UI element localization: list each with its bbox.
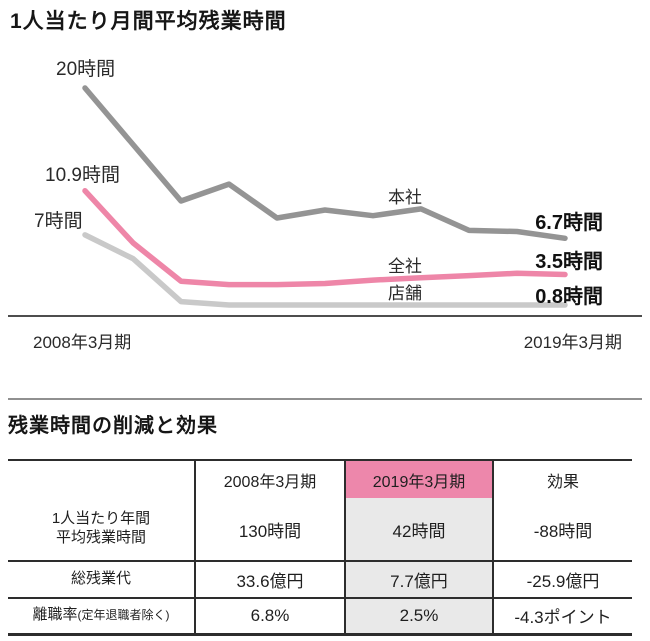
zensha-end-value-label: 3.5時間 [535,251,603,273]
x-axis-end-label: 2019年3月期 [523,333,622,352]
series-line-本社 [82,85,568,242]
table-header-row: 2008年3月期 2019年3月期 効果 [8,460,632,498]
row-label-line2: 平均残業時間 [55,529,146,546]
honsha-start-value-label: 20時間 [56,59,116,80]
turnover-rate-effect: -4.3ポイント [492,598,632,634]
total-overtime-pay-effect: -25.9億円 [492,561,632,598]
annual-overtime-2019: 42時間 [344,498,493,561]
turnover-rate-2008: 6.8% [194,598,345,634]
zensha-start-value-label: 10.9時間 [45,165,120,186]
series-line-店舗 [82,232,568,308]
chart-series-lines [82,85,568,308]
honsha-series-label: 本社 [388,188,422,207]
zensha-series-label: 全社 [388,257,422,276]
series-line-全社 [82,188,568,288]
row-label-line1: 1人当たり年間 [51,510,151,528]
tenpo-end-value-label: 0.8時間 [535,286,603,308]
effects-table: 2008年3月期 2019年3月期 効果 1人当たり年間 平均残業時間 130時… [8,459,632,636]
line-chart-canvas [8,85,642,317]
section-divider [8,398,642,400]
tenpo-series-label: 店舗 [388,284,422,303]
row-label-annual-overtime: 1人当たり年間 平均残業時間 [8,498,195,561]
header-effect-cell: 効果 [492,460,632,498]
annual-overtime-2008: 130時間 [194,498,345,561]
honsha-end-value-label: 6.7時間 [535,212,603,234]
header-2008-cell: 2008年3月期 [194,460,345,498]
table-row-annual-overtime: 1人当たり年間 平均残業時間 130時間 42時間 -88時間 [8,498,632,561]
table-row-turnover-rate: 離職率(定年退職者除く) 6.8% 2.5% -4.3ポイント [8,598,632,634]
table-row-total-overtime-pay: 総残業代 33.6億円 7.7億円 -25.9億円 [8,561,632,598]
x-axis-start-label: 2008年3月期 [33,333,132,352]
chart-title: 1人当たり月間平均残業時間 [10,10,287,33]
turnover-label-sub: (定年退職者除く) [77,608,170,623]
annual-overtime-effect: -88時間 [492,498,632,561]
header-empty-cell [8,460,195,498]
table-title: 残業時間の削減と効果 [8,415,218,437]
turnover-label-main: 離職率 [32,606,78,624]
monthly-overtime-chart: 1人当たり月間平均残業時間 20時間 10.9時間 7時間 本社 全社 店舗 6… [8,10,642,352]
total-overtime-pay-2019: 7.7億円 [344,561,493,598]
row-label-turnover-rate: 離職率(定年退職者除く) [8,598,195,634]
header-2019-cell: 2019年3月期 [344,460,493,498]
tenpo-start-value-label: 7時間 [34,211,83,232]
turnover-rate-2019: 2.5% [344,598,493,634]
total-overtime-pay-2008: 33.6億円 [194,561,345,598]
row-label-total-overtime-pay: 総残業代 [70,570,131,588]
